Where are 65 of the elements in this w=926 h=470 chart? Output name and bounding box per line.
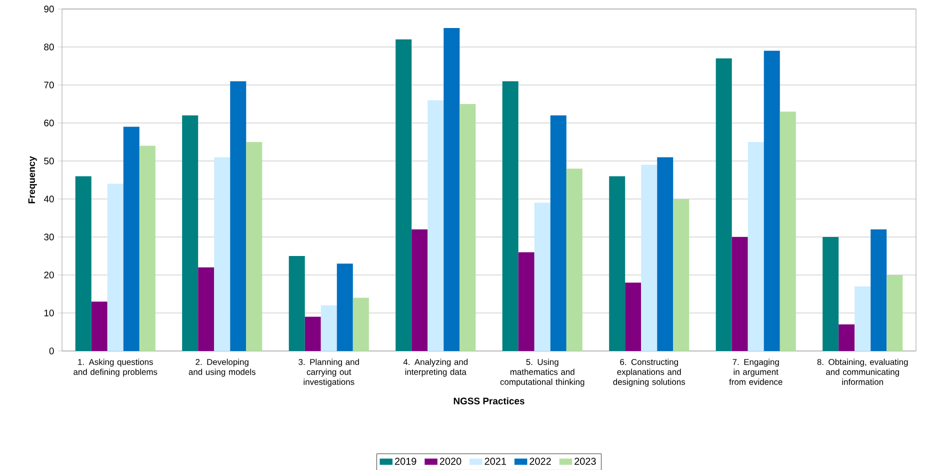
bar (123, 126, 140, 351)
bar (460, 104, 476, 351)
bar (854, 286, 871, 351)
y-tick-label: 80 (44, 43, 54, 50)
x-tick-label: 6. Constructing explanations and designing solutions (613, 358, 686, 386)
x-tick-label: 3. Planning and carrying out investigations (298, 358, 359, 386)
x-tick-label: 5. Using mathematics and computational thinking (500, 358, 584, 386)
y-tick-label: 40 (44, 195, 54, 202)
y-tick-label: 60 (44, 119, 54, 126)
y-tick-label: 0 (49, 347, 54, 354)
y-axis-title: Frequency (28, 156, 37, 204)
bar (716, 58, 732, 351)
bar (641, 164, 658, 351)
legend-label: 2020 (440, 458, 462, 465)
x-tick-label: 8. Obtaining, evaluating and communicating information (817, 358, 908, 385)
bar (780, 111, 796, 351)
bar (304, 316, 321, 351)
bar (838, 324, 855, 351)
bar (657, 156, 674, 351)
bar (107, 184, 124, 351)
bar (352, 298, 369, 351)
bar (246, 142, 262, 351)
legend-label: 2021 (484, 458, 506, 465)
bar (320, 305, 337, 351)
y-tick-label: 90 (44, 5, 54, 12)
bar (625, 282, 642, 351)
x-tick-label: 2. Developing and using models (188, 358, 256, 376)
y-tick-label: 20 (44, 271, 54, 278)
bar (139, 146, 156, 351)
bar (214, 156, 230, 351)
bar (91, 301, 108, 351)
bar (336, 263, 353, 351)
y-tick-label: 10 (44, 309, 54, 316)
bar (886, 274, 903, 351)
bar (198, 267, 214, 351)
bar (444, 28, 460, 351)
x-tick-label: 7. Engaging in argument from evidence (729, 358, 782, 385)
bar (732, 236, 748, 351)
x-tick-label: 4. Analyzing and interpreting data (403, 358, 468, 376)
bar (566, 168, 582, 351)
y-tick-label: 70 (44, 81, 54, 88)
bar (518, 252, 534, 351)
bar (396, 39, 412, 351)
bar (75, 176, 92, 351)
bar (502, 80, 518, 351)
legend-label: 2023 (574, 458, 596, 465)
bar (764, 50, 780, 351)
bar (428, 100, 444, 351)
bar (870, 229, 887, 351)
bar (288, 256, 305, 351)
bar (550, 115, 566, 351)
y-tick-label: 50 (44, 157, 54, 164)
bar (609, 176, 626, 351)
bar (534, 202, 550, 351)
legend-label: 2019 (394, 458, 416, 465)
bar (822, 236, 839, 351)
bar (230, 80, 246, 351)
bar (182, 115, 198, 351)
bar (748, 142, 764, 351)
bar (673, 198, 690, 351)
legend-label: 2022 (530, 458, 551, 465)
bar (412, 229, 428, 351)
x-tick-label: 1. Asking questions and defining problems (74, 358, 158, 376)
x-axis-title: NGSS Practices (454, 397, 524, 404)
y-tick-label: 30 (44, 233, 54, 240)
